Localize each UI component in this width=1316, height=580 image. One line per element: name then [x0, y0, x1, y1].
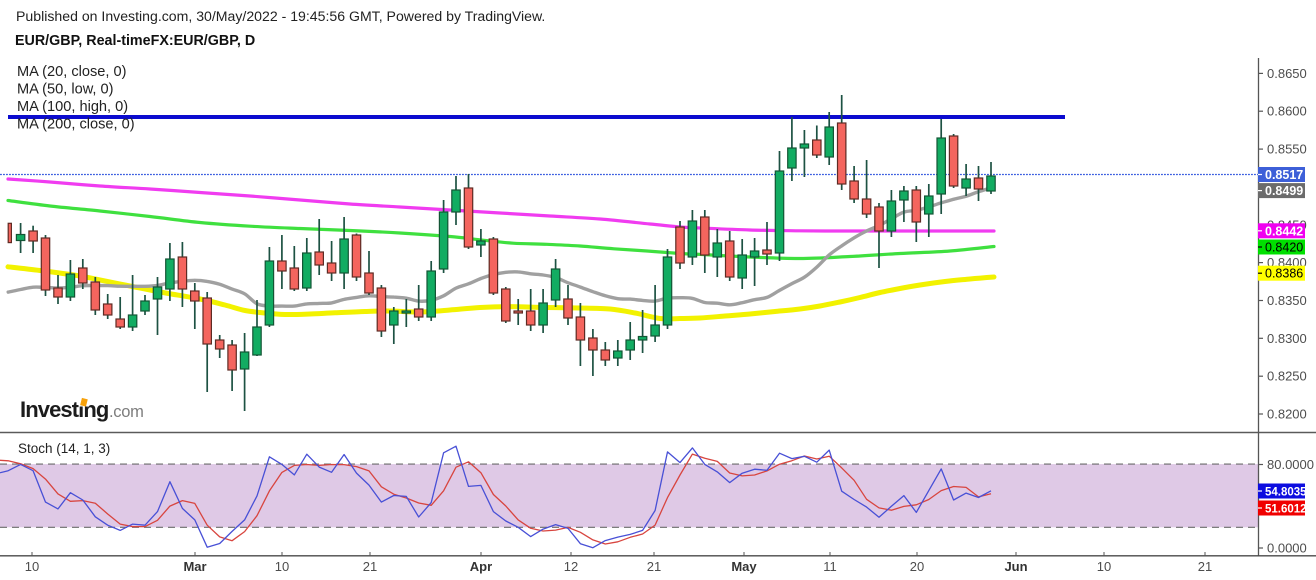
svg-text:80.0000: 80.0000 [1267, 457, 1314, 472]
svg-text:21: 21 [1198, 559, 1212, 574]
svg-text:21: 21 [647, 559, 661, 574]
svg-text:Published on Investing.com, 30: Published on Investing.com, 30/May/2022 … [16, 8, 545, 24]
svg-text:0.8350: 0.8350 [1267, 293, 1307, 308]
svg-text:0.8300: 0.8300 [1267, 331, 1307, 346]
svg-text:MA (50, low, 0): MA (50, low, 0) [17, 82, 114, 98]
svg-text:51.6012: 51.6012 [1265, 504, 1307, 516]
svg-text:0.8600: 0.8600 [1267, 104, 1307, 119]
svg-text:Investing: Investing [20, 397, 108, 422]
svg-text:0.8200: 0.8200 [1267, 407, 1307, 422]
svg-text:20: 20 [910, 559, 924, 574]
svg-text:0.8517: 0.8517 [1265, 168, 1303, 182]
svg-text:10: 10 [275, 559, 289, 574]
svg-text:.com: .com [109, 403, 144, 421]
svg-text:10: 10 [1097, 559, 1111, 574]
svg-text:Mar: Mar [183, 559, 206, 574]
svg-text:MA (200, close, 0): MA (200, close, 0) [17, 117, 135, 133]
svg-text:12: 12 [564, 559, 578, 574]
svg-text:0.8550: 0.8550 [1267, 142, 1307, 157]
svg-text:0.8650: 0.8650 [1267, 66, 1307, 81]
svg-text:21: 21 [363, 559, 377, 574]
svg-text:0.8250: 0.8250 [1267, 369, 1307, 384]
svg-text:10: 10 [25, 559, 39, 574]
svg-text:Stoch (14, 1, 3): Stoch (14, 1, 3) [18, 441, 110, 456]
svg-text:MA (100, high, 0): MA (100, high, 0) [17, 99, 128, 115]
svg-text:11: 11 [823, 559, 837, 574]
svg-text:MA (20, close, 0): MA (20, close, 0) [17, 64, 127, 80]
svg-text:0.8420: 0.8420 [1265, 241, 1303, 255]
svg-text:0.8386: 0.8386 [1265, 267, 1303, 281]
svg-text:0.0000: 0.0000 [1267, 541, 1307, 556]
svg-text:May: May [731, 559, 757, 574]
svg-text:0.8442: 0.8442 [1265, 224, 1303, 238]
svg-text:Apr: Apr [470, 559, 492, 574]
svg-text:54.8035: 54.8035 [1265, 487, 1307, 499]
svg-text:0.8499: 0.8499 [1265, 184, 1303, 198]
svg-text:EUR/GBP, Real-timeFX:EUR/GBP,: EUR/GBP, Real-timeFX:EUR/GBP, D [15, 33, 255, 49]
svg-text:Jun: Jun [1004, 559, 1027, 574]
